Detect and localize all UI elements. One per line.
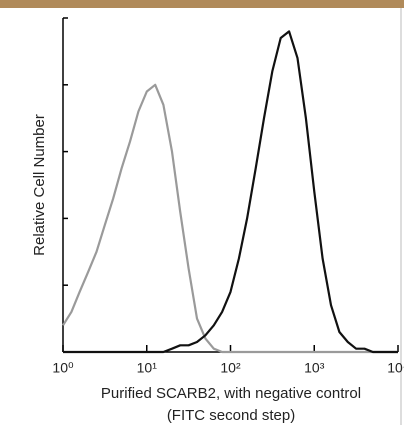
histogram-line (63, 85, 398, 352)
x-tick-label: 10⁴ (387, 360, 404, 376)
chart: Relative Cell Number Purified SCARB2, wi… (0, 0, 404, 425)
y-axis-label: Relative Cell Number (31, 114, 48, 256)
x-tick-label: 10³ (304, 360, 325, 376)
x-tick-label: 10¹ (137, 360, 158, 376)
histogram-line (63, 31, 398, 352)
x-tick-label: 10⁰ (52, 360, 74, 376)
top-band (0, 0, 404, 8)
x-tick-label: 10² (220, 360, 241, 376)
x-axis-label: Purified SCARB2, with negative control (101, 385, 361, 402)
x-axis-sublabel: (FITC second step) (167, 407, 295, 424)
